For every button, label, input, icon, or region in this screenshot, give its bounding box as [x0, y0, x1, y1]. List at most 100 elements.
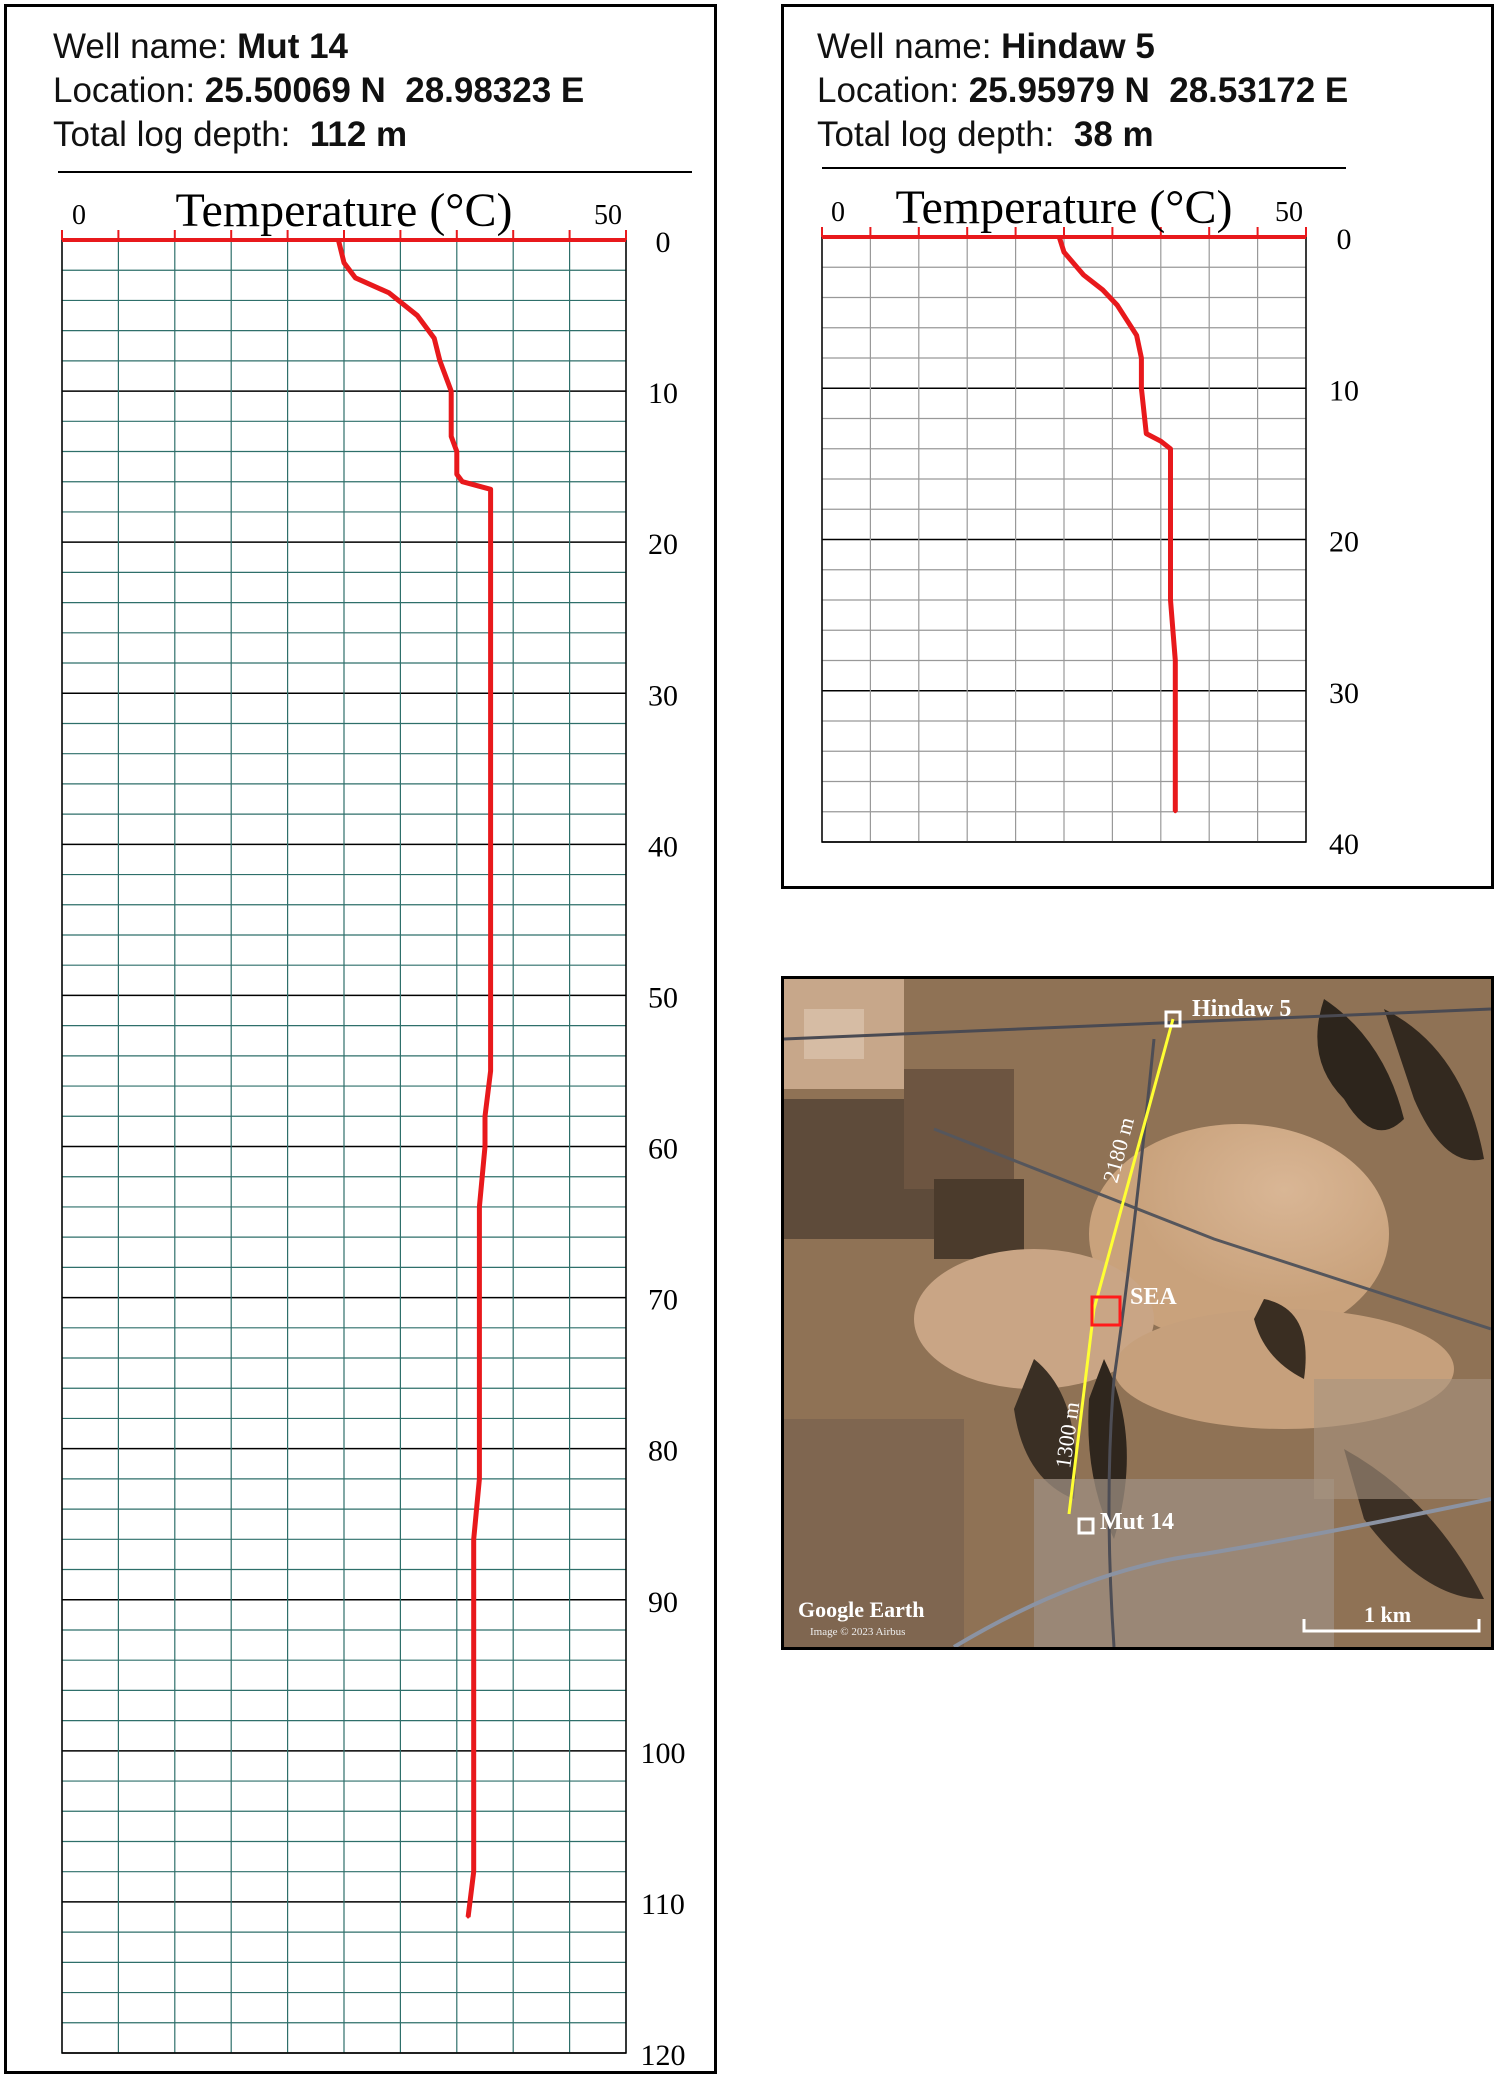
temperature-data-point — [1135, 333, 1139, 337]
depth-tick-label: 70 — [648, 1284, 678, 1317]
temperature-data-point — [342, 261, 346, 265]
temperature-data-point — [489, 487, 493, 491]
hindaw5-marker — [1164, 1010, 1182, 1028]
temperature-data-point — [489, 1069, 493, 1073]
well-name-label: Well name: — [53, 27, 228, 66]
temperature-data-point — [1057, 235, 1061, 239]
mut14-temperature-chart: 0 50 Temperature (°C) 0 10 20 30 40 50 60 70 80 90 10… — [58, 171, 692, 2072]
temperature-data-point — [489, 1009, 493, 1013]
depth-label: Total log depth: — [53, 115, 291, 154]
map-road — [952, 1497, 1491, 1647]
depth-tick-label: 100 — [641, 1737, 686, 1770]
temperature-data-point — [1168, 538, 1172, 541]
temperature-data-point — [466, 1915, 470, 1919]
depth-tick-label: 20 — [648, 528, 678, 561]
temperature-data-point — [1173, 810, 1177, 814]
map-road — [1107, 1038, 1156, 1647]
temperature-data-point — [1115, 303, 1119, 307]
temperature-axis-title: Temperature (°C) — [895, 181, 1232, 234]
depth-tick-label: 30 — [648, 679, 678, 712]
temperature-data-point — [449, 434, 453, 438]
well-name-label: Well name: — [817, 27, 992, 66]
temperature-data-point — [1168, 477, 1172, 481]
depth-tick-label: 10 — [1329, 374, 1359, 407]
hindaw5-temperature-chart: 0 50 Temperature (°C) 0 10 20 30 40 — [821, 167, 1359, 861]
temperature-data-point — [477, 1205, 481, 1209]
temperature-data-point — [472, 1688, 476, 1692]
temperature-axis-title: Temperature (°C) — [175, 184, 512, 237]
depth-tick-label: 0 — [656, 226, 671, 259]
mut14-marker — [1077, 1517, 1095, 1535]
distance-line-lower — [1067, 1308, 1096, 1515]
location-value: 25.50069 N 28.98323 E — [204, 71, 585, 110]
temperature-data-point — [489, 993, 493, 997]
depth-tick-label: 90 — [648, 1586, 678, 1619]
mut14-info: Well name: Mut 14 Location: 25.50069 N 2… — [53, 25, 584, 157]
sea-marker — [1090, 1295, 1122, 1327]
location-label: Location: — [53, 71, 196, 110]
depth-label: Total log depth: — [817, 115, 1055, 154]
temperature-data-point — [1125, 318, 1129, 322]
hindaw5-depth-line: Total log depth: 38 m — [817, 113, 1348, 157]
temperature-data-point — [489, 842, 493, 846]
depth-value: 38 m — [1073, 115, 1154, 154]
well-name-value: Mut 14 — [237, 27, 349, 66]
map-urban-area — [784, 1419, 964, 1647]
depth-tick-label: 10 — [648, 377, 678, 410]
scale-bar-label: 1 km — [1364, 1602, 1411, 1627]
mut14-depth-line: Total log depth: 112 m — [53, 113, 584, 157]
temperature-data-point — [387, 291, 391, 295]
temperature-profile-line — [335, 239, 494, 1918]
temperature-data-point — [455, 472, 459, 476]
temperature-data-point — [1173, 659, 1177, 662]
temperature-data-point — [1168, 598, 1172, 602]
satellite-map — [784, 979, 1491, 1647]
image-credit: Image © 2023 Airbus — [810, 1626, 905, 1638]
temperature-data-point — [489, 1024, 493, 1028]
depth-tick-label: 40 — [1329, 828, 1359, 861]
sea-map-label: SEA — [1130, 1284, 1177, 1310]
depth-tick-label: 40 — [648, 830, 678, 863]
well-name-value: Hindaw 5 — [1001, 27, 1155, 66]
depth-tick-label: 60 — [648, 1133, 678, 1166]
map-dark-vegetation — [1254, 1299, 1306, 1379]
temperature-data-point — [449, 389, 453, 393]
temperature-data-point — [489, 540, 493, 544]
temperature-data-point — [1173, 749, 1177, 753]
map-field-patch — [904, 1069, 1014, 1189]
temperature-data-point — [483, 1114, 487, 1118]
google-earth-brand: Google Earth — [798, 1597, 925, 1622]
depth-tick-label: 120 — [641, 2039, 686, 2072]
temperature-data-point — [477, 1477, 481, 1481]
map-road — [784, 1007, 1491, 1041]
map-dark-vegetation — [1384, 1009, 1484, 1161]
map-field-patch — [804, 1009, 864, 1059]
map-dark-vegetation — [1014, 1359, 1076, 1499]
depth-tick-label: 110 — [641, 1888, 685, 1921]
depth-tick-label: 0 — [1337, 223, 1352, 256]
mut14-well-name-line: Well name: Mut 14 — [53, 25, 584, 69]
temperature-data-point — [432, 336, 436, 340]
distance-label-upper: 2180 m — [1098, 1114, 1139, 1185]
temperature-data-point — [1139, 386, 1143, 390]
mut14-panel: Well name: Mut 14 Location: 25.50069 N 2… — [4, 4, 717, 2074]
temperature-data-point — [1062, 250, 1066, 254]
map-desert-area — [1089, 1124, 1389, 1344]
temperature-data-point — [353, 276, 357, 280]
temperature-data-point — [438, 359, 442, 363]
temperature-data-point — [1168, 447, 1172, 451]
temperature-profile-line — [1056, 236, 1178, 812]
location-label: Location: — [817, 71, 960, 110]
satellite-map-panel: Hindaw 5 Mut 14 SEA 2180 m 1300 m Google… — [781, 976, 1494, 1650]
temperature-data-point — [489, 691, 493, 695]
hindaw5-map-label: Hindaw 5 — [1192, 996, 1291, 1022]
depth-tick-label: 20 — [1329, 526, 1359, 559]
depth-tick-label: 50 — [648, 981, 678, 1014]
depth-tick-label: 80 — [648, 1435, 678, 1468]
temperature-data-point — [483, 1145, 487, 1148]
temperature-data-point — [1081, 273, 1085, 277]
temperature-data-point — [415, 314, 419, 318]
scale-bar — [1302, 1619, 1481, 1633]
temperature-data-point — [477, 1371, 481, 1375]
hindaw5-info: Well name: Hindaw 5 Location: 25.95979 N… — [817, 25, 1348, 157]
